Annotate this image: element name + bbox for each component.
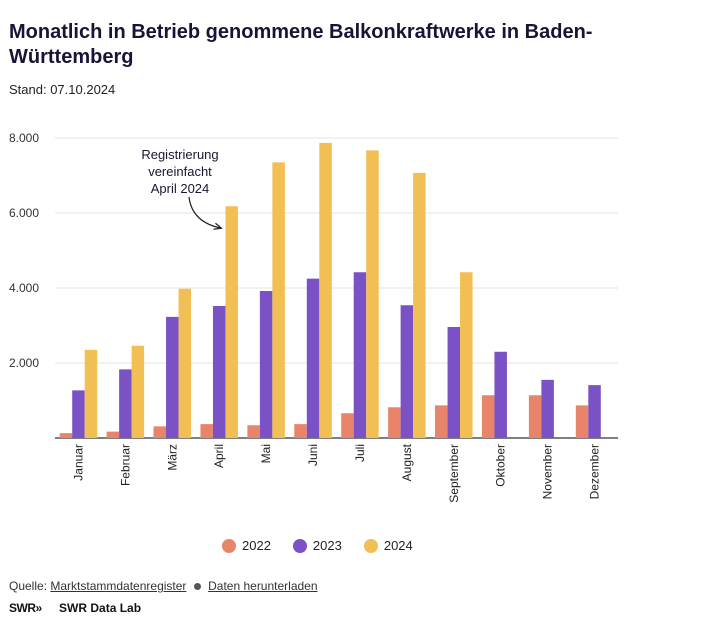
bar-2022-oktober: [481, 395, 495, 438]
x-tick-label: November: [541, 444, 555, 499]
legend-swatch: [292, 538, 307, 553]
x-tick-label: Mai: [259, 444, 273, 463]
bar-2023-februar: [119, 369, 132, 438]
bar-chart: 2.000 4.000 6.000 8.000 Januar Februar März Apr…: [9, 131, 618, 503]
x-tick-label: Februar: [118, 444, 132, 486]
bar-2024-januar: [84, 349, 98, 438]
x-tick-label: August: [400, 443, 414, 481]
brand-name: SWR Data Lab: [59, 601, 142, 615]
bar-2022-april: [200, 424, 213, 438]
y-tick-label: 8.000: [9, 131, 39, 145]
chart-legend: 2022 2023 2024: [222, 538, 413, 553]
swr-logo: SWR»: [9, 601, 42, 615]
legend-label: 2022: [242, 538, 271, 553]
chart-title: Monatlich in Betrieb genommene Balkonkra…: [9, 21, 593, 68]
bar-2023-mai: [259, 291, 273, 438]
bar-2022-juni: [294, 424, 307, 438]
annotation-text: April 2024: [151, 181, 210, 196]
bar-2024-september: [460, 272, 473, 438]
bar-2022-mai: [247, 425, 260, 438]
y-tick-label: 6.000: [9, 206, 39, 220]
bar-2024-august: [413, 172, 426, 438]
x-tick-label: März: [165, 444, 179, 471]
x-tick-label: April: [212, 444, 226, 468]
bar-2023-november: [541, 379, 554, 438]
bar-2023-märz: [166, 316, 179, 438]
legend-swatch: [363, 538, 378, 553]
bar-2022-november: [528, 395, 542, 438]
bar-2024-märz: [178, 288, 192, 438]
bar-2023-juli: [353, 272, 367, 438]
download-data-link[interactable]: Daten herunterladen: [208, 579, 318, 593]
bar-2022-februar: [106, 431, 120, 438]
x-tick-label: Januar: [71, 444, 85, 481]
bar-2022-januar: [59, 433, 73, 438]
x-tick-label: September: [447, 444, 461, 503]
annotation-text: vereinfacht: [148, 164, 212, 179]
bar-2023-august: [400, 305, 414, 438]
legend-swatch: [222, 538, 236, 553]
legend-label: 2023: [312, 538, 342, 553]
separator-dot-icon: [193, 582, 201, 590]
bar-2022-august: [388, 407, 401, 438]
bar-2023-dezember: [588, 385, 601, 438]
y-tick-label: 4.000: [9, 281, 39, 295]
legend-item-2024: 2024: [363, 538, 413, 553]
x-tick-label: Oktober: [494, 444, 508, 487]
x-tick-label: Dezember: [588, 444, 602, 499]
y-tick-label: 2.000: [9, 356, 39, 370]
annotation-arrow: [188, 196, 222, 229]
x-tick-label: Juni: [306, 444, 320, 466]
bar-2023-september: [447, 327, 461, 438]
source-label: Quelle:: [9, 579, 48, 593]
bar-2023-januar: [72, 390, 85, 438]
bar-2024-februar: [131, 345, 145, 438]
bar-2024-juni: [319, 142, 332, 438]
legend-label: 2024: [383, 538, 413, 553]
annotation-arrowhead-icon: [213, 222, 223, 230]
bar-2022-juli: [341, 413, 354, 438]
bar-2023-juni: [306, 278, 320, 438]
bar-2024-juli: [366, 150, 379, 438]
bar-2022-dezember: [575, 405, 589, 438]
bar-2024-mai: [272, 162, 285, 438]
legend-item-2023: 2023: [292, 538, 342, 553]
legend-item-2022: 2022: [222, 538, 271, 553]
bar-2024-april: [225, 206, 238, 438]
chart-subtitle: Stand: 07.10.2024: [9, 82, 116, 97]
bar-2022-märz: [153, 426, 167, 438]
bar-2023-april: [212, 306, 226, 438]
brand: SWR» SWR Data Lab: [9, 601, 141, 615]
source-link[interactable]: Marktstammdatenregister: [50, 579, 187, 593]
bar-2022-september: [435, 405, 448, 438]
x-tick-label: Juli: [353, 444, 367, 462]
bar-2023-oktober: [494, 351, 507, 438]
annotation-text: Registrierung: [141, 147, 218, 162]
source-footer: Quelle: Marktstammdatenregister Daten he…: [9, 579, 318, 593]
